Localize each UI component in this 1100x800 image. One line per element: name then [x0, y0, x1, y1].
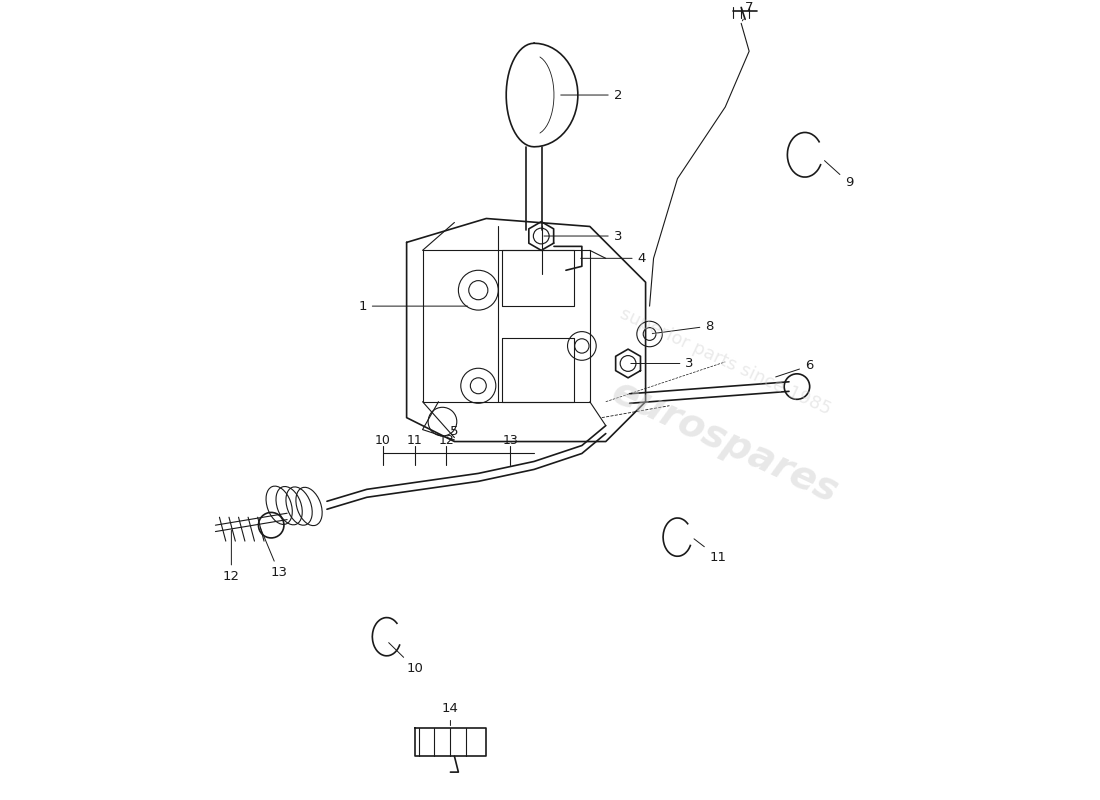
Text: 13: 13: [261, 528, 288, 579]
Text: 3: 3: [544, 230, 623, 242]
Text: 10: 10: [375, 434, 390, 447]
Text: 3: 3: [630, 357, 694, 370]
Text: 13: 13: [503, 434, 518, 447]
Text: 10: 10: [388, 642, 424, 675]
Text: 1: 1: [359, 300, 468, 313]
Text: 4: 4: [581, 252, 646, 265]
Text: eurospares: eurospares: [606, 372, 845, 510]
Text: 11: 11: [694, 539, 726, 563]
Text: 6: 6: [776, 359, 813, 377]
Text: 8: 8: [652, 319, 714, 334]
Text: 5: 5: [450, 425, 459, 438]
Text: 7: 7: [742, 1, 754, 21]
Text: 14: 14: [442, 702, 459, 726]
Text: 9: 9: [825, 161, 854, 189]
Text: 11: 11: [407, 434, 422, 447]
Text: 12: 12: [439, 434, 454, 447]
Text: 12: 12: [223, 530, 240, 583]
Text: 2: 2: [561, 89, 623, 102]
Text: superior parts since 1985: superior parts since 1985: [617, 305, 834, 419]
